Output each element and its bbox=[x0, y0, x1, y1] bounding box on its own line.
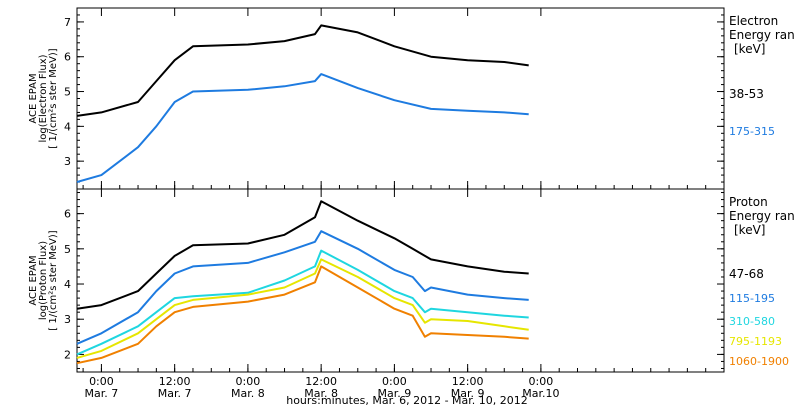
y-axis-label-line: [ 1/(cm²s ster MeV)] bbox=[48, 48, 59, 148]
legend-entry: 795-1193 bbox=[729, 335, 782, 348]
y-tick-label: 2 bbox=[64, 348, 71, 361]
y-tick-label: 5 bbox=[64, 86, 71, 99]
y-tick-label: 4 bbox=[64, 278, 71, 291]
legend-entry: 38-53 bbox=[729, 87, 764, 101]
electron-panel: 3 4 5 6 7 ACE EPAM log(Electron Flux)[ 1/(cm²s… bbox=[28, 7, 795, 190]
y-tick-label: 6 bbox=[64, 208, 71, 221]
y-axis-label-line: log(Electron Flux) bbox=[38, 54, 49, 142]
y-axis-label-line: [ 1/(cm²s ster MeV)] bbox=[48, 230, 59, 330]
legend-title-line: Electron bbox=[729, 14, 778, 28]
legend-title-line: Energy ran bbox=[729, 209, 795, 223]
proton-series-795-1193 bbox=[76, 258, 529, 359]
proton-series-310-580 bbox=[76, 249, 529, 356]
legend-unit: [keV] bbox=[734, 42, 765, 56]
x-tick-date: Mar. 7 bbox=[158, 387, 192, 400]
x-axis-label: hours:minutes, Mar. 6, 2012 - Mar. 10, 2… bbox=[286, 394, 528, 407]
y-tick-label: 3 bbox=[64, 155, 71, 168]
y-axis-label-line: ACE EPAM bbox=[28, 255, 39, 305]
legend-entry: 115-195 bbox=[729, 292, 775, 305]
y-tick-label: 7 bbox=[64, 16, 71, 29]
x-tick-date: Mar. 7 bbox=[85, 387, 119, 400]
y-axis-label-line: ACE EPAM bbox=[28, 73, 39, 123]
y-tick-label: 5 bbox=[64, 243, 71, 256]
legend-title-line: Proton bbox=[729, 195, 768, 209]
x-tick-date: Mar. 8 bbox=[304, 387, 338, 400]
electron-plot-frame bbox=[76, 7, 725, 190]
legend-entry: 47-68 bbox=[729, 267, 764, 281]
x-tick-date: Mar. 8 bbox=[231, 387, 265, 400]
x-tick-date: Mar. 9 bbox=[378, 387, 412, 400]
legend-entry: 310-580 bbox=[729, 315, 775, 328]
legend-unit: [keV] bbox=[734, 223, 765, 237]
electron-series-38-53 bbox=[76, 24, 529, 117]
electron-series-175-315 bbox=[76, 73, 529, 183]
x-tick-date: Mar.10 bbox=[522, 387, 559, 400]
proton-series-115-195 bbox=[76, 230, 529, 345]
y-tick-label: 4 bbox=[64, 120, 71, 133]
legend-title-line: Energy ran bbox=[729, 28, 795, 42]
proton-series-1060-1900 bbox=[76, 265, 529, 365]
x-tick-time: 0:00 bbox=[236, 375, 261, 388]
x-tick-time: 0:00 bbox=[89, 375, 114, 388]
proton-plot-frame bbox=[76, 188, 725, 373]
y-axis-label-line: log(Proton Flux) bbox=[38, 241, 49, 320]
x-tick-time: 0:00 bbox=[529, 375, 554, 388]
x-tick-time: 0:00 bbox=[382, 375, 407, 388]
legend-entry: 175-315 bbox=[729, 125, 775, 138]
proton-panel: 2 3 4 5 6 ACE EPAM log(Proton Flux)[ 1/(cm²s s… bbox=[28, 188, 795, 373]
proton-series-47-68 bbox=[76, 200, 529, 310]
x-tick-date: Mar. 9 bbox=[451, 387, 485, 400]
x-tick-time: 12:00 bbox=[159, 375, 191, 388]
x-tick-time: 12:00 bbox=[452, 375, 484, 388]
x-tick-time: 12:00 bbox=[305, 375, 337, 388]
legend-entry: 1060-1900 bbox=[729, 355, 789, 368]
y-tick-label: 6 bbox=[64, 51, 71, 64]
y-tick-label: 3 bbox=[64, 313, 71, 326]
